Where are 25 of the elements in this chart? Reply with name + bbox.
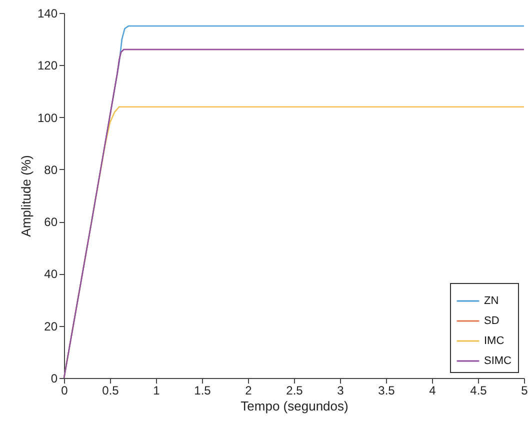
y-tick-label: 120 [37,58,58,73]
y-tick-label: 140 [37,6,58,20]
x-tick-label: 3.5 [378,384,396,398]
y-axis-title: Amplitude (%) [18,155,34,237]
y-tick-label: 80 [44,162,58,177]
x-tick-label: 4 [429,384,436,398]
x-tick-label: 2.5 [286,384,304,398]
legend-label: SD [484,315,500,327]
x-axis-title: Tempo (segundos) [240,398,348,414]
y-tick-label: 0 [50,372,58,386]
legend-label: IMC [484,335,504,347]
y-tick-label: 60 [44,215,58,230]
x-tick-label: 3 [337,384,344,398]
y-tick-label: 40 [44,267,58,282]
x-tick-label: 0.5 [102,384,120,398]
x-tick-label: 1.5 [194,384,212,398]
x-tick-label: 4.5 [470,384,488,398]
x-tick-label: 5 [521,384,528,398]
x-tick-label: 0 [61,384,68,398]
y-tick-label: 20 [44,319,58,334]
x-tick-label: 2 [245,384,252,398]
legend-label: SIMC [484,355,512,367]
x-tick-label: 1 [153,384,160,398]
y-tick-label: 100 [37,110,58,125]
legend-label: ZN [484,295,499,307]
